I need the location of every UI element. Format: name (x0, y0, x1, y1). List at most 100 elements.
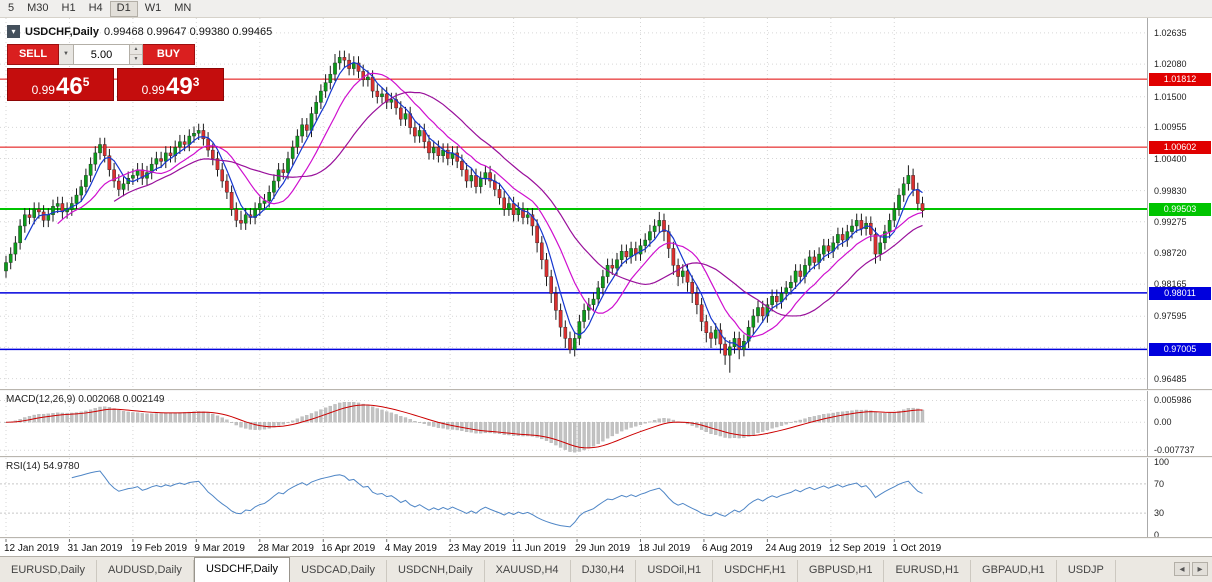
tab-xauusd-h4[interactable]: XAUUSD,H4 (485, 560, 571, 582)
buy-button[interactable]: BUY (143, 44, 195, 65)
rsi-value: 54.9780 (43, 461, 80, 472)
price-axis-tick: 1.02635 (1154, 27, 1187, 38)
price-axis-tick: 1.01500 (1154, 91, 1187, 102)
tab-usdchf-h1[interactable]: USDCHF,H1 (713, 560, 798, 582)
rsi-axis-tick: 70 (1154, 478, 1165, 489)
price-axis-tick: 0.99275 (1154, 216, 1187, 227)
chart-symbol-period: USDCHF,Daily (25, 25, 99, 38)
tab-scroll-left-icon[interactable]: ◂ (1174, 562, 1190, 576)
timeframe-button-h4[interactable]: H4 (88, 1, 103, 14)
macd-values: 0.002068 0.002149 (78, 394, 165, 405)
chart-tabs-bar: EURUSD,Daily AUDUSD,Daily USDCHF,Daily USDC… (0, 556, 1212, 582)
price-axis: 1.02635 1.02080 1.01500 1.00955 1.00400 0.998… (1147, 18, 1212, 540)
date-axis-label: 23 May 2019 (448, 543, 506, 554)
panel-separator[interactable] (0, 389, 1212, 391)
tab-usdchf-daily[interactable]: USDCHF,Daily (193, 557, 291, 582)
buy-price-prefix: 0.99 (141, 83, 165, 97)
volume-stepper: ▲ ▼ (130, 44, 143, 65)
price-axis-tick: 1.02080 (1154, 59, 1187, 70)
timeframe-toolbar: 5 M30 H1 H4 D1 W1 MN (0, 0, 1212, 18)
volume-up-icon[interactable]: ▲ (130, 45, 142, 55)
tab-usdoil-h1[interactable]: USDOil,H1 (636, 560, 714, 582)
buy-price-box[interactable]: 0.99 49 3 (117, 68, 224, 101)
date-axis-label: 16 Apr 2019 (321, 543, 375, 554)
date-axis-label: 1 Oct 2019 (892, 543, 941, 554)
sell-price-box[interactable]: 0.99 46 5 (7, 68, 114, 101)
date-axis-label: 6 Aug 2019 (702, 543, 753, 554)
date-axis-label: 11 Jun 2019 (512, 543, 567, 554)
price-level-badge: 0.99503 (1149, 202, 1211, 216)
price-axis-tick: 0.98165 (1154, 279, 1187, 290)
tab-eurusd-h1[interactable]: EURUSD,H1 (884, 560, 972, 582)
rsi-line (71, 470, 923, 528)
rsi-name: RSI(14) (6, 461, 41, 472)
tab-usdcad-daily[interactable]: USDCAD,Daily (290, 560, 388, 582)
chart-canvas[interactable]: 12 Jan 2019 31 Jan 2019 19 Feb 2019 9 Mar 2… (0, 0, 1147, 556)
rsi-label: RSI(14) 54.9780 (6, 461, 79, 472)
chart-title-overlay: ▾ USDCHF,Daily 0.99468 0.99647 0.99380 0… (7, 25, 272, 38)
price-axis-tick: 0.96485 (1154, 373, 1187, 384)
sell-dropdown-icon[interactable]: ▼ (59, 44, 74, 65)
tab-scroll-controls: ◂ ▸ (1168, 562, 1212, 582)
tab-audusd-daily[interactable]: AUDUSD,Daily (97, 560, 194, 582)
volume-input[interactable] (74, 44, 130, 65)
date-axis-label: 19 Feb 2019 (131, 543, 188, 554)
date-axis-label: 24 Aug 2019 (765, 543, 822, 554)
ma-line-12 (57, 72, 923, 338)
tab-gbpaud-h1[interactable]: GBPAUD,H1 (971, 560, 1057, 582)
buy-price-sup: 3 (192, 75, 200, 89)
date-axis-label: 31 Jan 2019 (67, 543, 122, 554)
volume-down-icon[interactable]: ▼ (130, 55, 142, 64)
price-level-badge: 1.00602 (1149, 141, 1211, 155)
price-level-badge: 1.01812 (1149, 73, 1211, 87)
tab-scroll-right-icon[interactable]: ▸ (1192, 562, 1208, 576)
macd-signal-line (5, 404, 923, 449)
ma-line-5 (24, 61, 923, 348)
sell-price-prefix: 0.99 (31, 83, 55, 97)
date-axis-label: 29 Jun 2019 (575, 543, 630, 554)
one-click-trading-panel: SELL ▼ ▲ ▼ BUY 0.99 46 5 0.99 49 3 (7, 44, 227, 101)
tab-gbpusd-h1[interactable]: GBPUSD,H1 (798, 560, 885, 582)
ma-line-24 (113, 91, 923, 317)
date-axis-label: 28 Mar 2019 (258, 543, 315, 554)
timeframe-button-5[interactable]: 5 (8, 1, 15, 14)
sell-price-big: 46 (55, 73, 83, 100)
price-level-badge: 0.97005 (1149, 343, 1211, 357)
one-click-toggle-icon[interactable]: ▾ (7, 25, 20, 38)
date-axis: 12 Jan 2019 31 Jan 2019 19 Feb 2019 9 Mar 2… (4, 539, 942, 554)
timeframe-button-mn[interactable]: MN (174, 1, 192, 14)
tab-usdcnh-daily[interactable]: USDCNH,Daily (387, 560, 485, 582)
date-axis-label: 12 Jan 2019 (4, 543, 59, 554)
timeframe-button-h1[interactable]: H1 (61, 1, 76, 14)
timeframe-button-w1[interactable]: W1 (144, 1, 162, 14)
candles-layer (4, 50, 925, 373)
buy-price-big: 49 (165, 73, 193, 100)
timeframe-button-m30[interactable]: M30 (27, 1, 49, 14)
rsi-axis-tick: 30 (1154, 508, 1165, 519)
grid-layer (0, 18, 1147, 537)
sell-button[interactable]: SELL (7, 44, 59, 65)
price-axis-tick: 1.00400 (1154, 153, 1187, 164)
sell-price-sup: 5 (82, 75, 90, 89)
tab-usdjp[interactable]: USDJP (1057, 560, 1116, 582)
date-axis-label: 12 Sep 2019 (829, 543, 886, 554)
macd-axis-tick: 0.00 (1154, 417, 1172, 428)
timeframe-button-d1[interactable]: D1 (109, 0, 138, 17)
macd-name: MACD(12,26,9) (6, 394, 76, 405)
price-axis-tick: 0.99830 (1154, 185, 1187, 196)
tab-dj30-h4[interactable]: DJ30,H4 (571, 560, 637, 582)
macd-axis-tick: 0.005986 (1154, 395, 1192, 406)
rsi-axis-tick: 100 (1154, 457, 1170, 467)
macd-label: MACD(12,26,9) 0.002068 0.002149 (6, 394, 164, 405)
tab-eurusd-daily[interactable]: EURUSD,Daily (0, 560, 97, 582)
chart-ohlc-values: 0.99468 0.99647 0.99380 0.99465 (103, 25, 273, 38)
macd-axis-tick: -0.007737 (1154, 445, 1195, 456)
date-axis-label: 9 Mar 2019 (194, 543, 245, 554)
rsi-axis-tick: 0 (1154, 530, 1160, 540)
price-level-badge: 0.98011 (1149, 286, 1211, 300)
panel-separator[interactable] (0, 537, 1212, 539)
price-axis-tick: 1.00955 (1154, 122, 1187, 133)
date-axis-label: 4 May 2019 (385, 543, 438, 554)
panel-separator[interactable] (0, 456, 1212, 458)
